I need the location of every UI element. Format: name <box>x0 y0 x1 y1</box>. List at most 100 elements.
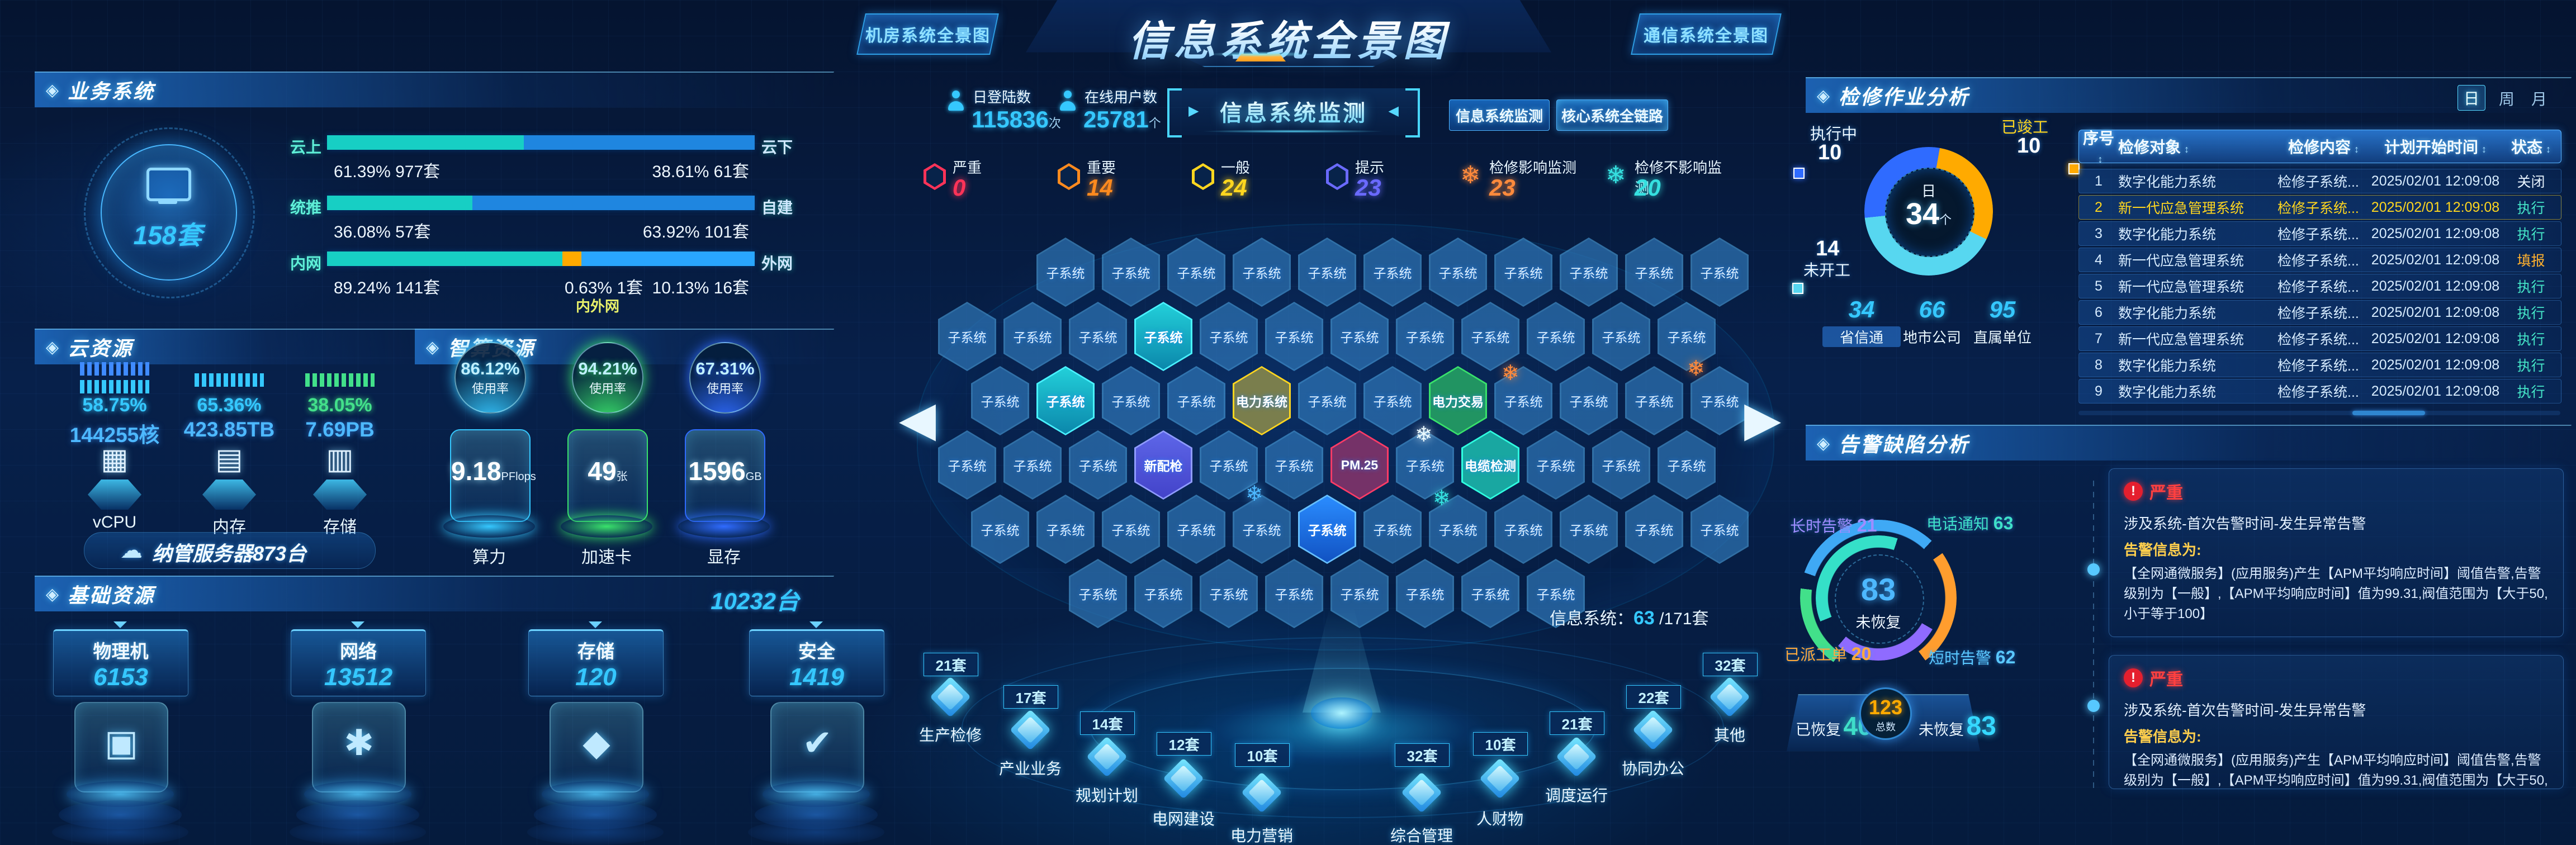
category-count: 32套 <box>1395 743 1450 767</box>
category-count: 10套 <box>1235 743 1290 767</box>
snowflake-badge-icon: ❄ <box>1687 357 1705 381</box>
hex-cell-subsystem[interactable]: 子系统 <box>938 302 996 371</box>
toggle-week[interactable]: 周 <box>2499 91 2515 108</box>
table-row[interactable]: 9 数字化能力系统 检修子系统... 2025/02/01 12:09:08 执行 <box>2078 379 2561 403</box>
bar-right-label: 外网 <box>761 255 793 272</box>
selector-next-arrow-icon[interactable]: ◀ <box>1388 103 1399 118</box>
hex-cell-subsystem[interactable]: 子系统 <box>971 366 1029 435</box>
category-item[interactable]: 32套 其他 <box>1679 653 1780 754</box>
alarm-gauge-label: 未恢复 <box>1855 614 1901 631</box>
hex-scroll-left-arrow-icon[interactable]: ◀ <box>899 392 936 446</box>
category-item[interactable]: 17套 产业业务 <box>980 685 1081 788</box>
table-header-cell[interactable]: 计划开始时间 ↕ <box>2384 139 2487 156</box>
donut-callout-value: 14 <box>1816 237 1840 260</box>
ai-cylinder: 1596GB <box>685 429 765 522</box>
hex-cell-subsystem[interactable]: 子系统 <box>1658 302 1716 371</box>
table-header-cell[interactable]: 检修内容 ↕ <box>2288 139 2359 156</box>
base-glass-cylinder: ◆ <box>550 702 643 792</box>
table-row[interactable]: 3 数字化能力系统 检修子系统... 2025/02/01 12:09:08 执行 <box>2078 221 2561 246</box>
category-count: 32套 <box>1703 653 1758 676</box>
base-item-label: 网络 <box>340 641 377 662</box>
machine-room-panorama-button[interactable]: 机房系统全景图 <box>856 13 999 55</box>
hex-cell-subsystem[interactable]: 子系统 <box>1003 302 1062 371</box>
table-row[interactable]: 2 新一代应急管理系统 检修子系统... 2025/02/01 12:09:08 执行 <box>2078 195 2561 220</box>
communication-panorama-button[interactable]: 通信系统全景图 <box>1631 13 1782 55</box>
network-icon: ✱ <box>344 723 374 763</box>
selector-right-bracket <box>1405 88 1420 137</box>
table-scrollbar-thumb[interactable] <box>2352 411 2425 415</box>
category-label: 电力营销 <box>1230 827 1293 844</box>
hex-cell-subsystem[interactable]: 子系统 <box>1102 238 1160 307</box>
row-target: 新一代应急管理系统 <box>2118 253 2244 269</box>
hex-cell-subsystem[interactable]: 子系统 <box>1069 430 1127 500</box>
legend-item: ❄ 检修不影响监测 20 <box>1606 156 1734 208</box>
table-row[interactable]: 7 新一代应急管理系统 检修子系统... 2025/02/01 12:09:08 执行 <box>2078 326 2561 351</box>
row-no: 7 <box>2095 330 2103 346</box>
hex-cell-subsystem[interactable]: 子系统 <box>1003 430 1062 500</box>
category-label: 规划计划 <box>1075 787 1138 804</box>
ai-base-disc <box>443 515 535 538</box>
base-name-box[interactable]: 网络 13512 <box>291 629 426 696</box>
row-target: 新一代应急管理系统 <box>2118 332 2244 348</box>
managed-servers-bar <box>84 532 376 569</box>
table-row[interactable]: 1 数字化能力系统 检修子系统... 2025/02/01 12:09:08 关闭 <box>2078 169 2561 193</box>
hex-cell-teal[interactable]: 子系统 <box>1036 366 1095 435</box>
pedestal-notch <box>351 621 364 628</box>
table-row[interactable]: 8 数字化能力系统 检修子系统... 2025/02/01 12:09:08 执行 <box>2078 353 2561 377</box>
category-item[interactable]: 22套 协同办公 <box>1603 685 1703 788</box>
cloud-icon: ☁ <box>120 538 143 563</box>
category-count: 10套 <box>1473 732 1528 756</box>
hex-cell-subsystem[interactable]: 子系统 <box>1036 495 1095 564</box>
table-header-cell[interactable]: 序号↕ <box>2082 130 2114 165</box>
category-count: 21套 <box>924 653 978 676</box>
category-item[interactable]: 14套 规划计划 <box>1057 711 1157 815</box>
legend-label: 检修影响监测 <box>1489 159 1577 176</box>
category-item[interactable]: 32套 综合管理 <box>1371 743 1472 845</box>
selector-prev-arrow-icon[interactable]: ▶ <box>1188 103 1199 118</box>
category-item[interactable]: 21套 调度运行 <box>1526 711 1627 815</box>
row-content: 检修子系统... <box>2277 279 2359 295</box>
donut-callout-value: 10 <box>2017 134 2041 158</box>
selector-underline <box>1201 130 1385 133</box>
toggle-day[interactable]: 日 <box>2457 85 2486 111</box>
row-time: 2025/02/01 12:09:08 <box>2371 357 2500 373</box>
table-scrollbar-track[interactable] <box>2078 411 2560 415</box>
usage-bar <box>327 135 755 150</box>
alarm-panel-title: 告警缺陷分析 <box>1839 433 1970 456</box>
hex-cell-subsystem[interactable]: 子系统 <box>938 430 996 500</box>
hex-cell-subsystem[interactable]: 子系统 <box>1690 238 1749 307</box>
table-header-cell[interactable]: 状态 ↕ <box>2511 139 2551 156</box>
base-name-box[interactable]: 物理机 6153 <box>53 629 188 696</box>
legend-value: 0 <box>953 174 966 201</box>
category-item[interactable]: 10套电力营销 <box>1211 743 1312 845</box>
base-name-box[interactable]: 安全 1419 <box>749 629 884 696</box>
donut-center-total: 34个 <box>1905 197 1952 231</box>
row-content: 检修子系统... <box>2277 306 2359 321</box>
hex-cell-subsystem[interactable]: 子系统 <box>1069 302 1127 371</box>
table-row[interactable]: 4 新一代应急管理系统 检修子系统... 2025/02/01 12:09:08 填报 <box>2078 248 2561 272</box>
table-row[interactable]: 6 数字化能力系统 检修子系统... 2025/02/01 12:09:08 执行 <box>2078 300 2561 325</box>
hex-cell-subsystem[interactable]: 子系统 <box>1069 559 1127 628</box>
business-orb-ring <box>84 127 255 298</box>
page-title: 信息系统全景图 <box>1026 8 1551 68</box>
table-row[interactable]: 5 新一代应急管理系统 检修子系统... 2025/02/01 12:09:08 执行 <box>2078 274 2561 298</box>
bar-left-value: 61.39% 977套 <box>334 163 441 181</box>
hex-scroll-right-arrow-icon[interactable]: ▶ <box>1744 392 1782 446</box>
core-system-fulllink-button[interactable]: 核心系统全链路 <box>1556 99 1668 131</box>
table-header-cell[interactable]: 检修对象 ↕ <box>2118 139 2190 156</box>
base-item-value: 6153 <box>93 663 148 691</box>
toggle-month[interactable]: 月 <box>2531 91 2547 108</box>
category-item[interactable]: 21套 生产检修 <box>900 653 1001 754</box>
hex-cell-subsystem[interactable]: 子系统 <box>971 495 1029 564</box>
bar-segment <box>472 196 755 210</box>
base-name-box[interactable]: 存储 120 <box>528 629 664 696</box>
info-system-monitor-button[interactable]: 信息系统监测 <box>1449 99 1550 131</box>
hex-cell-subsystem[interactable]: 子系统 <box>1036 238 1095 307</box>
category-item[interactable]: 12套 电网建设 <box>1133 732 1234 838</box>
hex-footer-note: 信息系统：63 /171套 <box>1550 607 1709 629</box>
org-stat-label: 直属单位 <box>1973 329 2032 346</box>
selector-label[interactable]: 信息系统监测 <box>1220 101 1367 126</box>
category-count: 17套 <box>1003 685 1058 709</box>
legend-item: ❄ 检修影响监测 23 <box>1460 156 1589 208</box>
category-item[interactable]: 10套 人财物 <box>1450 732 1550 838</box>
